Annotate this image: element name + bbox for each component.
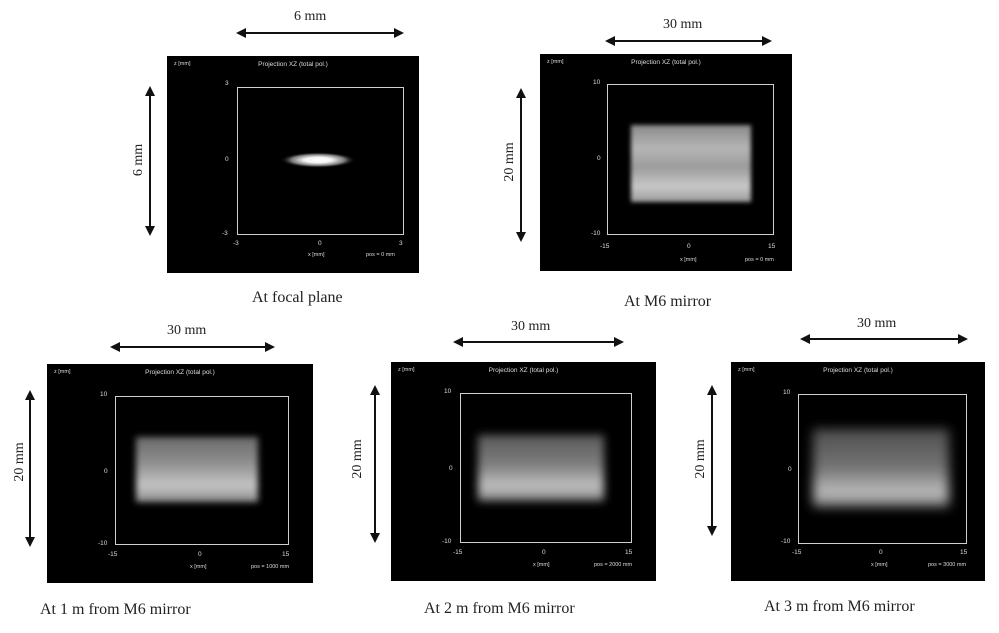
z-tick-top: 10 xyxy=(444,388,452,395)
height-label: 20 mm xyxy=(12,442,27,482)
z-axis-label: z [mm] xyxy=(54,369,71,375)
width-label: 30 mm xyxy=(511,319,551,334)
z-tick-top: 10 xyxy=(593,79,601,86)
x-axis-label: x [mm] xyxy=(871,562,888,568)
plot-frame xyxy=(798,394,967,544)
caption-focal-plane: At focal plane xyxy=(252,289,343,306)
z-tick-top: 10 xyxy=(783,389,791,396)
beam-plot-focal-plane: z [mm] Projection XZ (total pol.) 3 0 -3… xyxy=(167,56,419,273)
beam-rect xyxy=(813,429,949,507)
plot-frame xyxy=(115,396,289,545)
beam-spot xyxy=(280,152,356,168)
plot-frame xyxy=(607,84,774,235)
position-label: pos = 1000 mm xyxy=(251,564,290,570)
z-tick-bottom: -10 xyxy=(781,538,791,545)
x-tick-mid: 0 xyxy=(542,549,546,556)
x-axis-label: x [mm] xyxy=(308,252,325,258)
x-tick-left: -15 xyxy=(600,243,610,250)
caption-2m: At 2 m from M6 mirror xyxy=(424,600,575,617)
z-tick-mid: 0 xyxy=(788,466,792,473)
caption-3m: At 3 m from M6 mirror xyxy=(764,598,915,615)
x-tick-mid: 0 xyxy=(879,549,883,556)
x-tick-right: 3 xyxy=(399,240,403,247)
plot-title: Projection XZ (total pol.) xyxy=(258,61,328,68)
beam-rect xyxy=(631,125,751,202)
position-label: pos = 0 mm xyxy=(745,257,774,263)
height-label: 6 mm xyxy=(131,143,146,177)
beam-plot-1m: z [mm] Projection XZ (total pol.) 10 0 -… xyxy=(47,364,313,583)
beam-rect xyxy=(136,437,258,502)
x-tick-right: 15 xyxy=(960,549,968,556)
z-tick-mid: 0 xyxy=(597,155,601,162)
x-tick-mid: 0 xyxy=(687,243,691,250)
position-label: pos = 3000 mm xyxy=(928,562,967,568)
width-label: 30 mm xyxy=(663,17,703,32)
width-label: 30 mm xyxy=(857,316,897,331)
z-tick-mid: 0 xyxy=(104,468,108,475)
width-label: 6 mm xyxy=(294,9,327,24)
x-tick-left: -15 xyxy=(108,551,118,558)
plot-title: Projection XZ (total pol.) xyxy=(488,367,559,374)
z-axis-label: z [mm] xyxy=(738,367,755,373)
caption-1m: At 1 m from M6 mirror xyxy=(40,601,191,618)
x-tick-left: -3 xyxy=(233,240,239,247)
x-tick-right: 15 xyxy=(282,551,290,558)
caption-m6-mirror: At M6 mirror xyxy=(624,293,712,310)
x-tick-left: -15 xyxy=(453,549,463,556)
plot-frame xyxy=(460,393,632,543)
x-tick-mid: 0 xyxy=(198,551,202,558)
x-axis-label: x [mm] xyxy=(533,562,550,568)
position-label: pos = 2000 mm xyxy=(594,562,633,568)
plot-title: Projection XZ (total pol.) xyxy=(823,367,893,374)
z-tick-top: 10 xyxy=(100,391,108,398)
z-axis-label: z [mm] xyxy=(547,59,564,65)
z-tick-bottom: -10 xyxy=(442,538,452,545)
x-axis-label: x [mm] xyxy=(680,257,697,263)
beam-plot-m6-mirror: z [mm] Projection XZ (total pol.) 10 0 -… xyxy=(540,54,792,271)
x-tick-right: 15 xyxy=(768,243,776,250)
z-tick-top: 3 xyxy=(225,80,229,87)
z-axis-label: z [mm] xyxy=(398,367,415,373)
beam-plot-2m: z [mm] Projection XZ (total pol.) 10 0 -… xyxy=(391,362,656,581)
x-axis-label: x [mm] xyxy=(190,564,207,570)
x-tick-right: 15 xyxy=(625,549,633,556)
z-tick-bottom: -10 xyxy=(591,230,601,237)
x-tick-mid: 0 xyxy=(318,240,322,247)
z-axis-label: z [mm] xyxy=(174,61,191,67)
z-tick-bottom: -10 xyxy=(98,540,108,547)
z-tick-mid: 0 xyxy=(225,156,229,163)
height-label: 20 mm xyxy=(502,142,517,182)
plot-title: Projection XZ (total pol.) xyxy=(145,369,215,376)
width-label: 30 mm xyxy=(167,323,207,338)
beam-rect xyxy=(478,435,604,501)
plot-frame xyxy=(237,87,404,235)
height-label: 20 mm xyxy=(693,439,708,479)
z-tick-mid: 0 xyxy=(449,465,453,472)
z-tick-bottom: -3 xyxy=(222,230,228,237)
position-label: pos = 0 mm xyxy=(366,252,395,258)
x-tick-left: -15 xyxy=(792,549,802,556)
height-label: 20 mm xyxy=(350,439,365,479)
beam-plot-3m: z [mm] Projection XZ (total pol.) 10 0 -… xyxy=(731,362,985,581)
plot-title: Projection XZ (total pol.) xyxy=(631,59,701,66)
